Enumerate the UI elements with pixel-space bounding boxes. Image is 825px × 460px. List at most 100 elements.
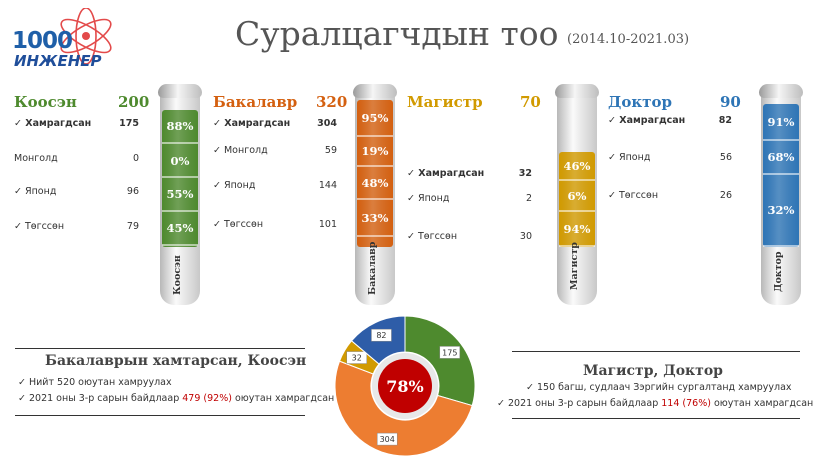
svg-text:82: 82 — [376, 331, 386, 340]
category-row: ✓ Хамрагдсан 82 — [608, 115, 740, 129]
svg-text:32: 32 — [352, 354, 362, 363]
category-row-value: 59 — [324, 145, 337, 156]
tube-cap — [759, 84, 803, 98]
donut-slice-label: 82 — [371, 328, 392, 342]
donut-slice — [334, 360, 473, 457]
category-name: Доктор — [608, 93, 672, 111]
tube-label: Доктор — [773, 251, 784, 292]
category-row: ✓ Японд 144 — [213, 180, 345, 194]
left-bullet-2: ✓ 2021 оны 3-р сарын байдлаар 479 (92%) … — [18, 393, 335, 404]
page-title: Суралцагчдын тоо — [235, 14, 559, 53]
category-row: ✓ Төгссөн 101 — [213, 219, 345, 233]
check-bullet-icon: ✓ — [18, 393, 29, 404]
left-bullet-1: ✓ Нийт 520 оюутан хамруулах — [18, 377, 172, 388]
donut-center-label: 78% — [386, 377, 423, 396]
svg-text:304: 304 — [380, 435, 395, 444]
category-row-label: ✓ Японд — [14, 186, 57, 197]
check-bullet-icon: ✓ — [526, 382, 537, 393]
donut-chart: 175 304 32 82 78% — [334, 315, 476, 457]
category-row: ✓ Японд 96 — [14, 186, 147, 200]
tube-cap — [353, 84, 397, 98]
category-row-value: 0 — [132, 153, 139, 164]
category-row-value: 175 — [119, 118, 139, 129]
category-row-value: 82 — [718, 115, 732, 126]
category-row-label: ✓ Японд — [608, 152, 651, 163]
category-row: ✓ Японд 2 — [407, 193, 540, 207]
tube-percent: 0% — [162, 145, 198, 178]
right-section-title: Магистр, Доктор — [583, 363, 723, 379]
left-section-top-line — [15, 348, 305, 349]
logo: 1000 ИНЖЕНЕР — [10, 8, 120, 80]
category-row-value: 2 — [525, 193, 532, 204]
check-bullet-icon: ✓ — [18, 377, 29, 388]
category-total: 320 — [316, 93, 348, 111]
category-name: Коосэн — [14, 93, 77, 111]
donut-slice-label: 32 — [346, 351, 368, 364]
tube-percent: 55% — [162, 178, 198, 212]
category-row-label: ✓ Төгссөн — [213, 219, 264, 230]
category-total: 90 — [720, 93, 741, 111]
check-bullet-icon: ✓ — [497, 398, 508, 409]
category-row-value: 144 — [318, 180, 337, 191]
logo-number: 1000 — [12, 28, 73, 54]
tube-cap — [158, 84, 202, 98]
category-row: ✓ Хамрагдсан 304 — [213, 118, 345, 132]
category-row-label: ✓ Японд — [213, 180, 256, 191]
tube-percent: 68% — [763, 141, 799, 175]
tube-percent: 32% — [763, 175, 799, 247]
tube-percent: 45% — [162, 212, 198, 246]
right-bullet-1: ✓ 150 багш, судлаач Зэргийн сургалтанд х… — [526, 382, 792, 393]
tube-percent: 46% — [559, 152, 595, 181]
category-row-value: 26 — [719, 190, 732, 201]
tube-label: Коосэн — [172, 255, 183, 295]
category-row: ✓ Японд 56 — [608, 152, 740, 166]
tube-fill — [357, 100, 393, 247]
category-row-label: ✓ Хамрагдсан — [213, 118, 291, 129]
tube-percent: 94% — [559, 212, 595, 247]
category-row-value: 101 — [318, 219, 337, 230]
tube-percent: 91% — [763, 104, 799, 141]
tube-fill — [162, 110, 198, 247]
category-row-label: ✓ Хамрагдсан — [608, 115, 686, 126]
logo-word: ИНЖЕНЕР — [14, 52, 102, 70]
atom-icon — [60, 8, 112, 64]
category-row: ✓ Төгссөн 26 — [608, 190, 740, 204]
category-row-value: 304 — [317, 118, 337, 129]
category-row-value: 30 — [519, 231, 532, 242]
right-bullet-2: ✓ 2021 оны 3-р сарын байдлаар 114 (76%) … — [497, 398, 814, 409]
category-row-label: ✓ Монголд — [213, 145, 268, 156]
donut-slice-label: 175 — [439, 346, 461, 359]
category-total: 200 — [118, 93, 150, 111]
tube-label: Магистр — [569, 242, 580, 290]
category-row: ✓ Хамрагдсан 175 — [14, 118, 147, 132]
category-total: 70 — [520, 93, 541, 111]
tube-percent: 19% — [357, 137, 393, 167]
right-section-bottom-line — [512, 418, 800, 419]
tube-percent: 88% — [162, 110, 198, 144]
page-subtitle: (2014.10-2021.03) — [567, 32, 690, 47]
category-row-label: ✓ Хамрагдсан — [407, 168, 485, 179]
category-row: ✓ Хамрагдсан 32 — [407, 168, 540, 182]
donut-slice-label: 304 — [376, 432, 398, 446]
category-row: ✓ Монголд 59 — [213, 145, 345, 159]
tube-label: Бакалавр — [367, 241, 378, 295]
category-row: ✓ Төгссөн 79 — [14, 221, 147, 235]
category-name: Бакалавр — [213, 93, 298, 111]
tube-fill — [559, 152, 595, 247]
right-section-top-line — [512, 351, 800, 352]
tube-percent: 33% — [357, 200, 393, 237]
donut-center — [378, 359, 432, 413]
category-row-label: ✓ Төгссөн — [407, 231, 458, 242]
category-row-value: 96 — [126, 186, 139, 197]
category-row-value: 79 — [126, 221, 139, 232]
left-section-title: Бакалаврын хамтарсан, Коосэн — [45, 353, 307, 369]
tube-percent: 6% — [559, 181, 595, 212]
category-row-label: ✓ Төгссөн — [14, 221, 65, 232]
category-row: ✓ Төгссөн 30 — [407, 231, 540, 245]
category-row-value: 56 — [719, 152, 732, 163]
tube-fill — [763, 104, 799, 247]
category-row: Монголд 0 — [14, 153, 147, 167]
category-row-label: ✓ Төгссөн — [608, 190, 659, 201]
svg-text:175: 175 — [442, 348, 457, 357]
category-row-label: Монголд — [14, 153, 58, 164]
